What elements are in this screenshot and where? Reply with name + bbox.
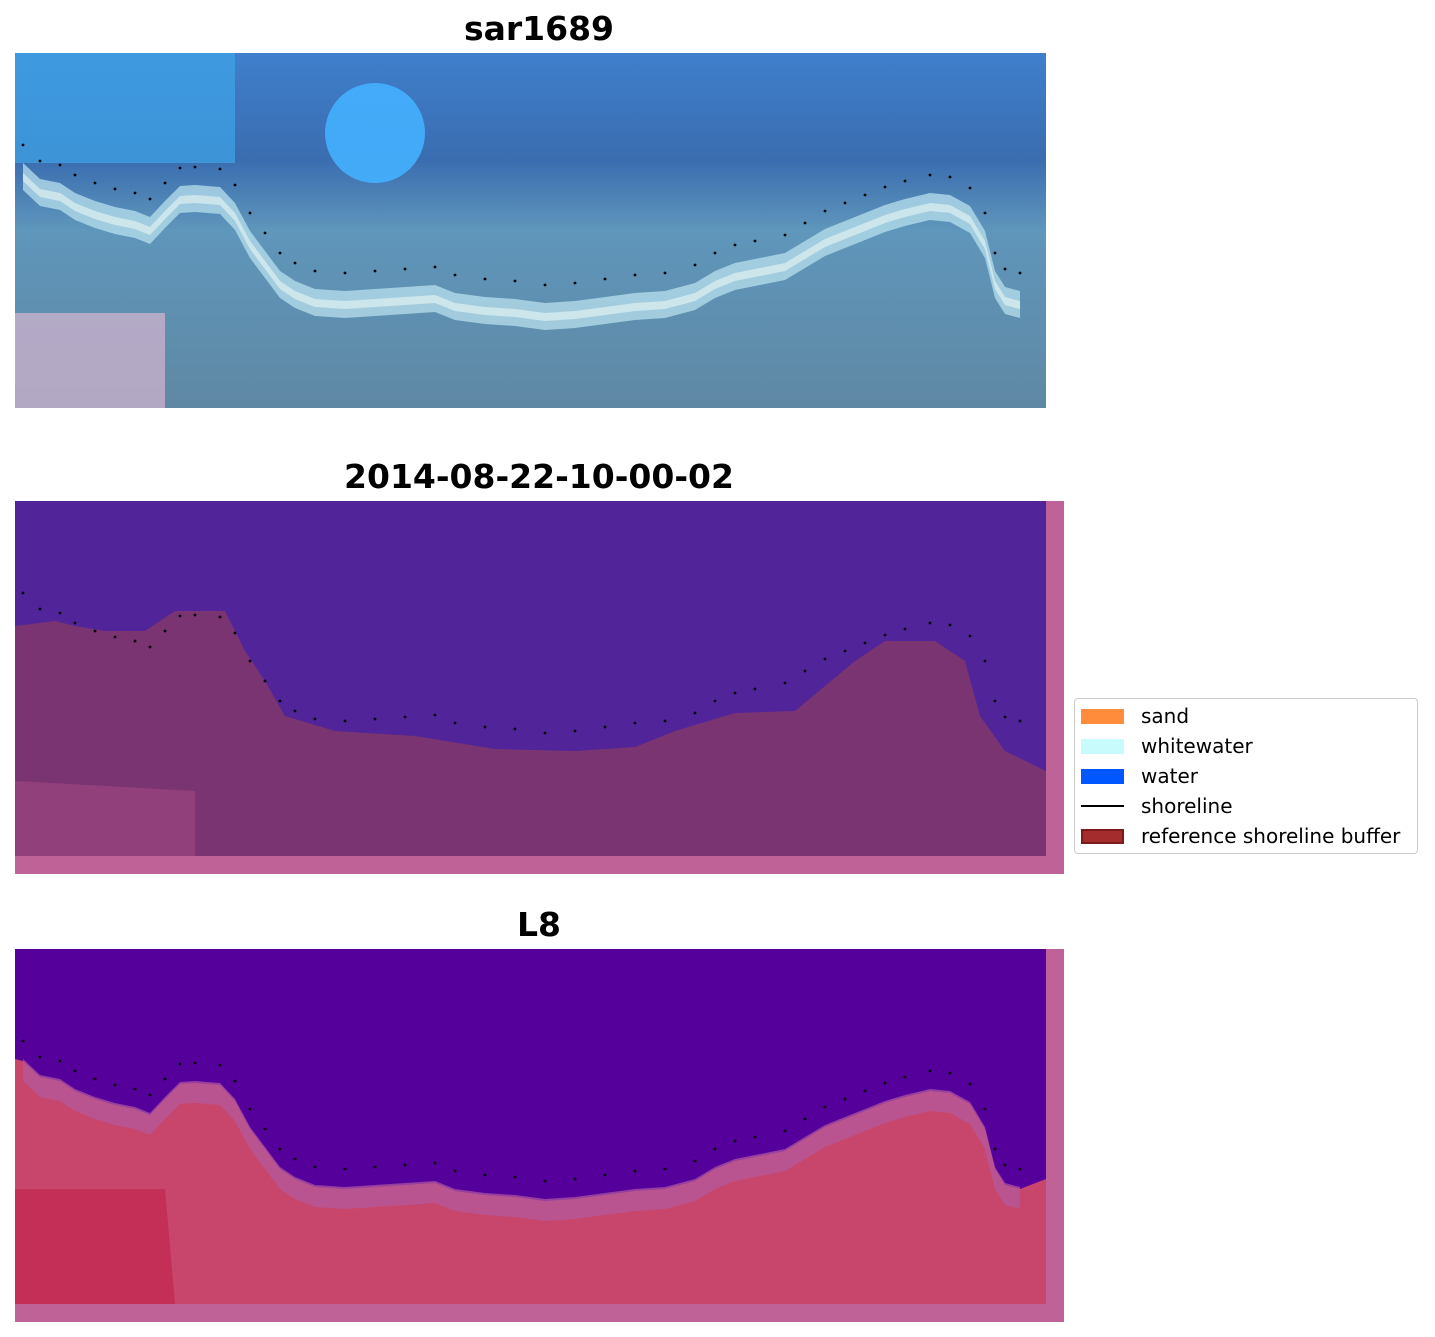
buffer-swatch — [1081, 828, 1124, 844]
sand-swatch — [1081, 708, 1124, 724]
index-panel — [15, 949, 1064, 1322]
legend-item-buffer: reference shoreline buffer — [1081, 824, 1400, 848]
classification-panel — [15, 501, 1064, 874]
shoreline-swatch — [1081, 805, 1124, 807]
water-swatch — [1081, 768, 1124, 784]
legend: sand whitewater water shoreline referenc… — [1074, 698, 1418, 854]
legend-item-whitewater: whitewater — [1081, 734, 1253, 758]
panel-title-rgb: sar1689 — [463, 9, 615, 48]
legend-item-shoreline: shoreline — [1081, 794, 1233, 818]
panel-title-classification: 2014-08-22-10-00-02 — [344, 457, 734, 496]
legend-item-water: water — [1081, 764, 1198, 788]
rgb-image-panel — [15, 53, 1046, 408]
whitewater-swatch — [1081, 738, 1124, 754]
panel-title-index: L8 — [517, 905, 561, 944]
legend-item-sand: sand — [1081, 704, 1189, 728]
